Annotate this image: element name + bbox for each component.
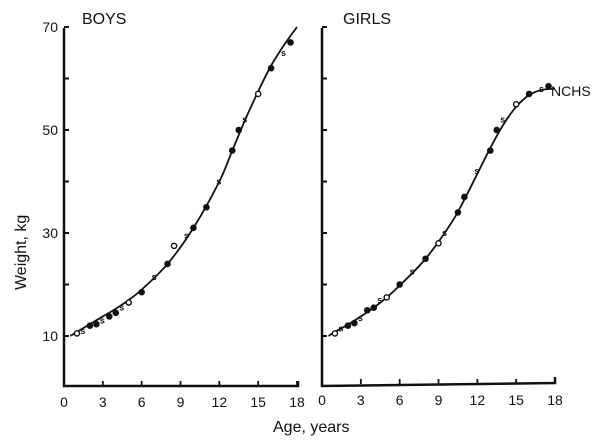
x-tick-label: 15: [508, 392, 524, 408]
data-point-marker: s: [474, 166, 479, 176]
boys-data-points: s s s s s s s s: [73, 39, 294, 337]
data-point-marker: s: [500, 115, 505, 125]
x-tick-label: 9: [177, 394, 185, 410]
data-point: [493, 126, 501, 134]
data-point-marker: s: [80, 326, 85, 336]
data-point-marker: s: [152, 272, 157, 282]
boys-nchs-curve: [69, 26, 298, 337]
x-tick-label: 3: [357, 392, 365, 408]
girls-nchs-curve: [327, 87, 556, 337]
data-point: [138, 288, 145, 296]
data-point: [170, 242, 178, 250]
data-point: [235, 126, 243, 134]
data-point: [267, 64, 275, 72]
data-point: [396, 281, 403, 288]
boys-y-ticks: 10 30 50 70: [42, 19, 69, 344]
data-point-marker: s: [377, 295, 382, 305]
data-point: [454, 209, 462, 216]
data-point-marker: s: [100, 316, 105, 326]
x-tick-label: 9: [435, 392, 443, 408]
data-point: [331, 330, 339, 337]
boys-panel: BOYS 10 30 50 70 0 3 6 9 12 15 18 s s s s s s s s: [42, 11, 305, 410]
data-point-marker: s: [338, 323, 343, 333]
x-axis-label: Age, years: [273, 419, 349, 436]
data-point: [164, 260, 171, 268]
data-point-marker: s: [358, 313, 363, 323]
data-point-marker: s: [119, 303, 124, 313]
girls-panel: GIRLS 0 3 6 9 12 15 18 s s s s s s s s NCHS: [318, 11, 591, 408]
x-tick-label: 6: [138, 394, 146, 410]
x-tick-label: 6: [396, 392, 404, 408]
x-tick-label: 0: [60, 394, 68, 410]
girls-x-ticks: 0 3 6 9 12 15 18: [318, 379, 563, 408]
x-tick-label: 3: [99, 394, 107, 410]
girls-title: GIRLS: [343, 11, 391, 28]
data-point: [370, 304, 378, 311]
data-point: [190, 224, 197, 232]
y-tick-label: 50: [42, 122, 58, 138]
y-axis-label: Weight, kg: [13, 215, 30, 290]
boys-x-ticks: 0 3 6 9 12 15 18: [60, 381, 305, 410]
data-point-marker: s: [242, 115, 247, 125]
data-point: [93, 320, 100, 328]
girls-data-points: s s s s s s s s: [331, 82, 552, 337]
girls-y-ticks: [322, 26, 327, 337]
x-tick-label: 12: [470, 392, 486, 408]
data-point-marker: s: [410, 267, 415, 277]
data-point: [486, 147, 494, 154]
data-point: [254, 90, 262, 98]
data-point: [203, 203, 210, 211]
y-tick-label: 10: [42, 328, 58, 344]
boys-title: BOYS: [82, 11, 126, 28]
data-point: [435, 239, 442, 247]
data-point: [112, 309, 120, 317]
x-tick-label: 18: [289, 394, 305, 410]
nchs-annotation: NCHS: [551, 83, 591, 99]
data-point: [344, 322, 352, 330]
data-point-marker: s: [216, 177, 221, 187]
x-tick-label: 0: [318, 392, 326, 408]
x-tick-label: 18: [547, 392, 563, 408]
data-point: [86, 322, 94, 330]
data-point-marker: s: [184, 231, 189, 241]
data-point: [125, 299, 133, 306]
data-point-marker: s: [281, 48, 286, 58]
x-tick-label: 15: [250, 394, 266, 410]
data-point: [228, 147, 236, 154]
y-tick-label: 30: [42, 225, 58, 241]
data-point: [364, 306, 371, 314]
data-point: [422, 255, 429, 263]
data-point: [73, 330, 81, 337]
data-point: [351, 319, 358, 327]
data-point: [461, 193, 468, 201]
x-tick-label: 12: [212, 394, 228, 410]
data-point: [512, 100, 520, 108]
data-point: [525, 90, 533, 98]
data-point-marker: s: [442, 228, 447, 238]
y-tick-label: 70: [42, 19, 58, 35]
data-point: [287, 39, 294, 46]
girls-axes: [320, 28, 557, 388]
data-point-marker: s: [539, 84, 544, 94]
data-point: [545, 82, 552, 90]
data-point: [106, 313, 113, 320]
data-point: [383, 294, 391, 301]
